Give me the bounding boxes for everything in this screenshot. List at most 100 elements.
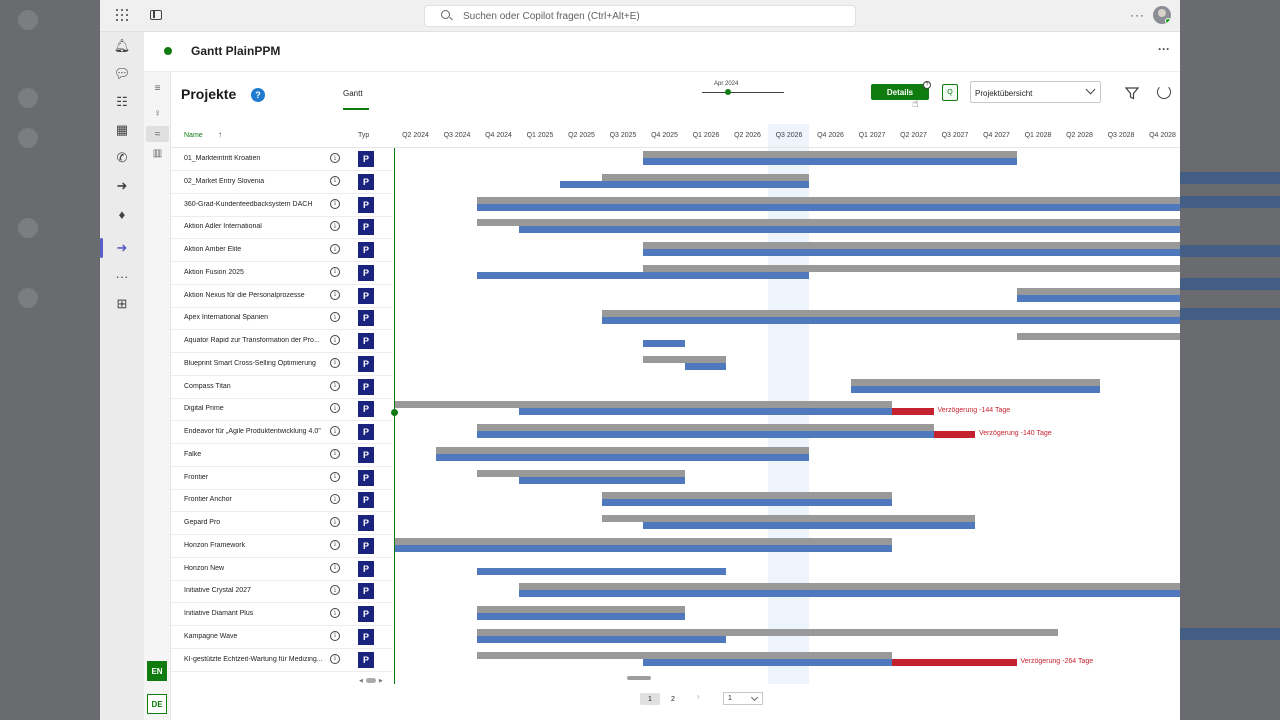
table-row[interactable]: Blueprint Smart Cross-Selling Optimierun…	[171, 353, 393, 376]
baseline-bar[interactable]	[643, 242, 1180, 249]
info-icon[interactable]: i	[330, 244, 340, 254]
baseline-bar[interactable]	[477, 606, 685, 613]
table-row[interactable]: 360-Grad-Kundenfeedbacksystem DACH i P	[171, 194, 393, 217]
actual-bar[interactable]	[601, 499, 892, 507]
info-icon[interactable]: i	[330, 448, 340, 459]
project-name[interactable]: Äquator Rapid zur Transformation der Pro…	[184, 337, 320, 344]
project-name[interactable]: Aktion Nexus für die Personalprozesse	[184, 291, 305, 299]
project-name[interactable]: Endeavor für „Agile Produktentwicklung 4…	[184, 428, 321, 435]
actual-bar[interactable]	[477, 431, 934, 438]
table-row[interactable]: 01_Markteintritt Kroatien i P	[171, 148, 393, 171]
teams-icon[interactable]: ☷	[116, 94, 128, 109]
more-options-icon[interactable]: ···	[1130, 8, 1145, 22]
project-name[interactable]: Gepard Pro	[184, 519, 221, 526]
info-icon[interactable]: i	[330, 494, 340, 505]
info-icon[interactable]: i	[330, 221, 340, 232]
table-row[interactable]: Kampagne Wave i P	[171, 626, 393, 649]
info-icon[interactable]: i	[330, 357, 340, 368]
actual-bar[interactable]	[518, 590, 1180, 598]
menu-icon[interactable]: ≡	[154, 83, 161, 94]
info-icon[interactable]: i	[330, 517, 340, 527]
actual-bar[interactable]	[477, 271, 809, 279]
baseline-bar[interactable]	[477, 651, 892, 659]
sidebar-toggle-icon[interactable]	[150, 10, 162, 20]
baseline-bar[interactable]	[1016, 287, 1180, 295]
project-name[interactable]: Compass Titan	[184, 382, 231, 390]
table-row[interactable]: Initiative Diamant Plus i P	[171, 603, 393, 626]
calendar-icon[interactable]: ▦	[115, 122, 129, 137]
project-name[interactable]: Apex International Spanien	[184, 314, 269, 322]
project-name[interactable]: 01_Markteintritt Kroatien	[184, 155, 261, 162]
project-name[interactable]: Frontier Anchor	[184, 496, 232, 504]
baseline-bar[interactable]	[477, 424, 934, 431]
project-name[interactable]: Aktion Adler International	[184, 223, 262, 231]
baseline-bar[interactable]	[518, 583, 1180, 591]
actual-bar[interactable]	[477, 567, 726, 575]
timeline-slider[interactable]	[702, 92, 784, 93]
actual-bar[interactable]	[435, 453, 809, 461]
page-2-button[interactable]: 2	[671, 695, 675, 703]
project-name[interactable]: Kampagne Wave	[184, 632, 238, 640]
project-name[interactable]: Aktion Amber Elite	[184, 246, 242, 253]
table-row[interactable]: Gepard Pro i P	[171, 512, 393, 535]
bell-icon[interactable]: 🔔︎	[113, 38, 131, 53]
info-icon[interactable]: i	[330, 653, 340, 664]
baseline-bar[interactable]	[643, 355, 726, 363]
app-more-icon[interactable]: ···	[1158, 42, 1170, 56]
delay-bar[interactable]	[933, 431, 975, 438]
more-apps-icon[interactable]: ···	[115, 268, 129, 284]
info-icon[interactable]: i	[330, 562, 340, 573]
page-select[interactable]: 1	[723, 692, 763, 705]
gantt-scrollbar[interactable]	[627, 676, 651, 680]
page-1-button[interactable]: 1	[640, 693, 660, 705]
actual-bar[interactable]	[394, 544, 892, 552]
actual-bar[interactable]	[518, 226, 1180, 234]
table-row[interactable]: Aktion Fusion 2025 i P	[171, 262, 393, 285]
info-icon[interactable]: i	[330, 585, 340, 596]
actual-bar[interactable]	[850, 385, 1100, 393]
baseline-bar[interactable]	[643, 151, 1017, 158]
details-help-icon[interactable]: ?	[923, 81, 931, 89]
table-row[interactable]: Initiative Crystal 2027 i P	[171, 580, 393, 604]
actual-bar[interactable]	[643, 340, 685, 347]
lightbulb-icon[interactable]: ♀	[153, 108, 162, 119]
refresh-icon[interactable]	[1157, 85, 1171, 99]
planner-icon[interactable]: ♦	[118, 206, 126, 222]
table-row[interactable]: Falke i P	[171, 444, 393, 467]
details-button[interactable]: Details	[871, 84, 929, 100]
column-header-typ[interactable]: Typ	[358, 132, 370, 139]
table-row[interactable]: Horizon New i P	[171, 558, 393, 581]
table-row[interactable]: Apex International Spanien i P	[171, 307, 393, 331]
project-name[interactable]: Aktion Fusion 2025	[184, 268, 244, 276]
info-icon[interactable]: i	[330, 426, 340, 436]
table-row[interactable]: Aktion Adler International i P	[171, 216, 393, 240]
project-name[interactable]: Digital Prime	[184, 405, 224, 413]
info-icon[interactable]: i	[330, 312, 340, 323]
search-input[interactable]: Suchen oder Copilot fragen (Ctrl+Alt+E)	[424, 5, 856, 27]
project-name[interactable]: Initiative Diamant Plus	[184, 610, 254, 617]
info-icon[interactable]: i	[330, 471, 340, 482]
next-page-icon[interactable]: ›	[697, 692, 700, 701]
calls-icon[interactable]: ✆	[116, 150, 128, 165]
gantt-view-icon[interactable]: ≈	[146, 126, 169, 142]
project-name[interactable]: Frontier	[184, 473, 209, 481]
actual-bar[interactable]	[1016, 294, 1180, 302]
help-icon[interactable]: ?	[251, 88, 265, 102]
table-row[interactable]: Frontier i P	[171, 467, 393, 490]
project-name[interactable]: Blueprint Smart Cross-Selling Optimierun…	[184, 359, 316, 367]
project-name[interactable]: KI-gestützte Echtzeit-Wartung für Medizi…	[184, 655, 323, 663]
info-icon[interactable]: i	[330, 608, 340, 618]
baseline-bar[interactable]	[394, 401, 892, 409]
arrow-app-icon[interactable]: ➜	[116, 178, 128, 193]
column-header-name[interactable]: Name	[184, 132, 203, 139]
table-row[interactable]: Aktion Amber Elite i P	[171, 239, 393, 262]
baseline-bar[interactable]	[601, 310, 1180, 318]
table-row[interactable]: Frontier Anchor i P	[171, 489, 393, 513]
info-icon[interactable]: i	[330, 403, 340, 414]
actual-bar[interactable]	[601, 317, 1180, 325]
project-name[interactable]: Horizon Framework	[184, 541, 246, 549]
sort-ascending-icon[interactable]: ↑	[218, 130, 222, 139]
info-icon[interactable]: i	[330, 266, 340, 277]
list-scrollbar[interactable]: ◀ ▶	[359, 678, 383, 684]
table-row[interactable]: Digital Prime i P	[171, 398, 393, 422]
